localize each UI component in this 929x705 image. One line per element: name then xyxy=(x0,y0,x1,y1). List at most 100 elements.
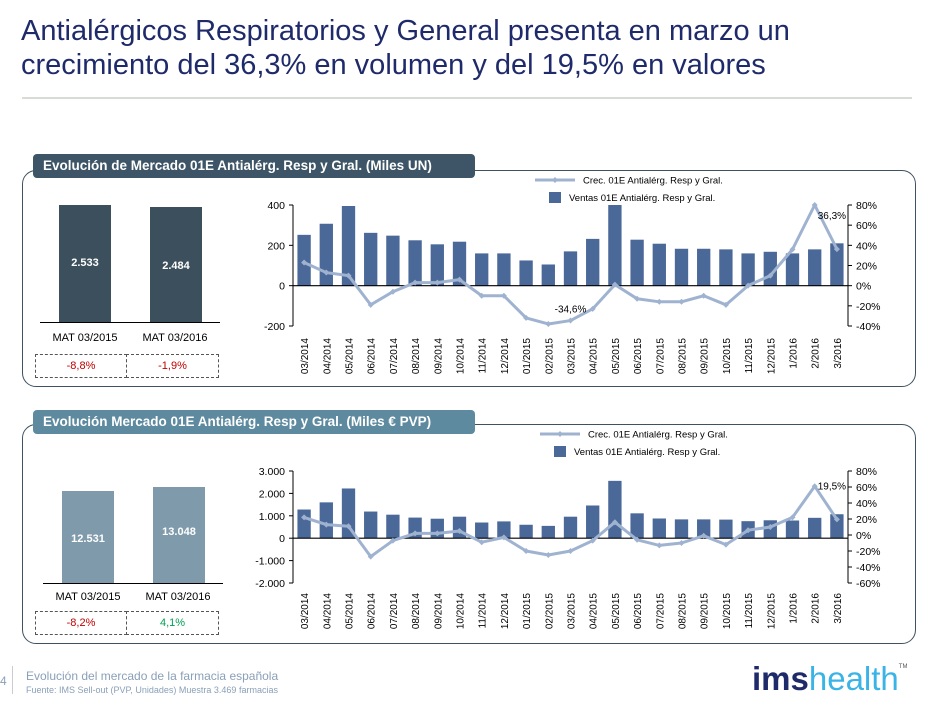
footer-title: Evolución del mercado de la farmacia esp… xyxy=(26,669,279,683)
category-label: 07/2014 xyxy=(389,593,400,630)
category-label: 05/2015 xyxy=(611,593,622,630)
legend-label-sales: Ventas 01E Antialérg. Resp y Gral. xyxy=(574,447,720,458)
left-axis-tick-label: 3.000 xyxy=(259,466,285,478)
category-label: 11/2015 xyxy=(744,338,755,374)
right-axis-tick-label: 40% xyxy=(856,498,877,510)
right-axis-tick-label: 60% xyxy=(856,482,877,494)
category-label: 10/2015 xyxy=(722,593,733,630)
footer-divider xyxy=(12,666,13,694)
logo-ims: ims xyxy=(752,660,809,697)
bar-07-2014 xyxy=(386,514,400,539)
mat-change: -1,9% xyxy=(126,354,219,378)
left-axis-tick-label: 1.000 xyxy=(259,511,285,523)
category-label: 06/2015 xyxy=(633,338,644,375)
bar-07-2015 xyxy=(652,243,666,286)
right-axis-tick-label: 80% xyxy=(856,200,877,212)
mat-value: 12.531 xyxy=(71,533,105,545)
category-label: 05/2014 xyxy=(345,593,356,630)
growth-point-04-2015 xyxy=(589,305,596,312)
growth-point-08-2014 xyxy=(412,279,419,286)
mat-label: MAT 03/2015 xyxy=(55,591,121,603)
growth-point-05-2014 xyxy=(345,272,352,279)
legend-bar-swatch xyxy=(554,446,566,457)
logo-tm: TM xyxy=(898,664,908,670)
data-label: 19,5% xyxy=(818,481,846,492)
data-label: -34,6% xyxy=(555,305,587,316)
page-title: Antialérgicos Respiratorios y General pr… xyxy=(21,14,921,82)
left-axis-tick-label: -2.000 xyxy=(255,578,285,590)
category-label: 08/2014 xyxy=(411,593,422,630)
bar-2-2016 xyxy=(808,249,822,286)
bar-07-2015 xyxy=(652,518,666,539)
bar-04-2014 xyxy=(319,223,333,286)
bar-01-2015 xyxy=(519,524,533,539)
growth-point-09-2014 xyxy=(434,279,441,286)
right-axis-tick-label: -40% xyxy=(856,562,881,574)
growth-point-04-2015 xyxy=(589,537,596,544)
growth-point-08-2015 xyxy=(678,298,685,305)
category-label: 07/2015 xyxy=(655,338,666,375)
growth-point-09-2015 xyxy=(700,292,707,299)
category-label: 10/2014 xyxy=(456,593,467,630)
category-label: 05/2014 xyxy=(345,338,356,375)
category-label: 10/2014 xyxy=(456,338,467,375)
category-label: 06/2014 xyxy=(367,338,378,375)
growth-point-10-2015 xyxy=(722,541,729,548)
mat-bar-2016: 13.048 xyxy=(153,487,205,583)
bar-11-2014 xyxy=(475,253,489,286)
bar-12-2014 xyxy=(497,253,511,286)
right-axis-tick-label: -20% xyxy=(856,301,881,313)
legend-label-sales: Ventas 01E Antialérg. Resp y Gral. xyxy=(569,193,715,204)
mat-label: MAT 03/2015 xyxy=(52,332,118,344)
bar-03-2015 xyxy=(563,516,578,539)
category-label: 3/2016 xyxy=(833,338,844,369)
right-axis-tick-label: -40% xyxy=(856,321,881,333)
bar-11-2014 xyxy=(475,522,489,539)
right-axis-tick-label: 80% xyxy=(856,466,877,478)
category-label: 12/2015 xyxy=(766,593,777,630)
bar-05-2014 xyxy=(341,206,356,286)
mat-baseline xyxy=(43,583,223,584)
bar-1-2016 xyxy=(785,520,800,539)
right-axis-tick-label: 0% xyxy=(856,530,871,542)
category-label: 09/2014 xyxy=(433,593,444,630)
legend-label-growth: Crec. 01E Antialérg. Resp y Gral. xyxy=(583,176,723,187)
category-label: 1/2016 xyxy=(789,338,800,369)
category-label: 06/2015 xyxy=(633,593,644,630)
bar-01-2015 xyxy=(519,260,533,286)
growth-point-06-2014 xyxy=(367,301,374,308)
growth-point-12-2015 xyxy=(767,272,774,279)
growth-point-04-2014 xyxy=(323,269,330,276)
left-axis-tick-label: -1.000 xyxy=(255,556,285,568)
footer-source: Fuente: IMS Sell-out (PVP, Unidades) Mue… xyxy=(26,685,278,695)
category-label: 07/2014 xyxy=(389,338,400,375)
legend-line-marker xyxy=(557,431,563,437)
category-label: 02/2015 xyxy=(544,338,555,375)
category-label: 12/2014 xyxy=(500,593,511,630)
growth-point-04-2014 xyxy=(323,521,330,528)
bar-02-2015 xyxy=(541,525,555,539)
bar-03-2014 xyxy=(297,509,311,539)
category-label: 11/2015 xyxy=(744,593,755,629)
growth-point-1-2016 xyxy=(789,514,796,521)
growth-point-02-2015 xyxy=(545,320,552,327)
growth-point-02-2015 xyxy=(545,552,552,558)
bar-10-2015 xyxy=(719,249,733,286)
bar-04-2015 xyxy=(586,238,600,286)
title-divider xyxy=(22,97,912,99)
bar-08-2014 xyxy=(408,240,422,286)
growth-point-12-2014 xyxy=(500,534,507,541)
growth-point-06-2015 xyxy=(634,295,641,302)
bar-02-2015 xyxy=(541,264,555,286)
bar-06-2014 xyxy=(364,511,378,539)
growth-point-11-2015 xyxy=(745,282,752,289)
category-label: 04/2014 xyxy=(322,593,333,630)
logo-health: health xyxy=(808,660,899,697)
left-axis-tick-label: 0 xyxy=(279,533,285,545)
legend-line-marker xyxy=(552,177,558,183)
bar-06-2015 xyxy=(630,239,644,286)
category-label: 09/2015 xyxy=(700,593,711,630)
category-label: 11/2014 xyxy=(478,338,489,374)
category-label: 12/2014 xyxy=(500,338,511,375)
category-label: 08/2015 xyxy=(678,338,689,375)
